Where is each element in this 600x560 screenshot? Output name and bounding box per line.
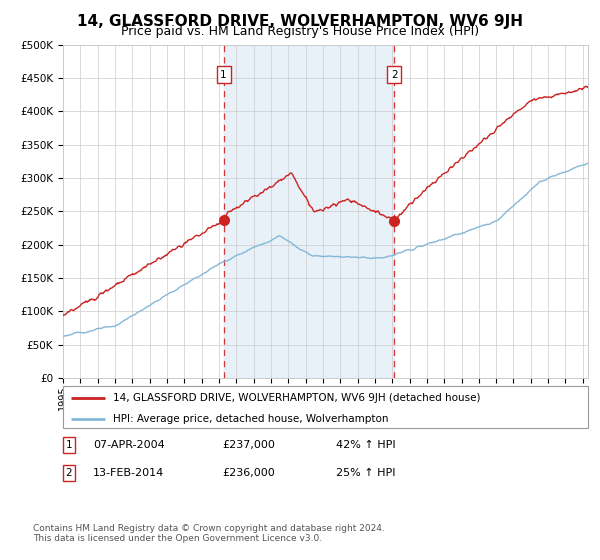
Text: 42% ↑ HPI: 42% ↑ HPI	[336, 440, 395, 450]
Text: 07-APR-2004: 07-APR-2004	[93, 440, 165, 450]
Text: Price paid vs. HM Land Registry's House Price Index (HPI): Price paid vs. HM Land Registry's House …	[121, 25, 479, 38]
Text: 25% ↑ HPI: 25% ↑ HPI	[336, 468, 395, 478]
Text: Contains HM Land Registry data © Crown copyright and database right 2024.
This d: Contains HM Land Registry data © Crown c…	[33, 524, 385, 543]
Text: 2: 2	[65, 468, 73, 478]
Text: 14, GLASSFORD DRIVE, WOLVERHAMPTON, WV6 9JH: 14, GLASSFORD DRIVE, WOLVERHAMPTON, WV6 …	[77, 14, 523, 29]
Text: 2: 2	[391, 70, 398, 80]
Text: 1: 1	[220, 70, 227, 80]
Bar	[224, 45, 394, 378]
Text: 13-FEB-2014: 13-FEB-2014	[93, 468, 164, 478]
Text: £236,000: £236,000	[222, 468, 275, 478]
Text: HPI: Average price, detached house, Wolverhampton: HPI: Average price, detached house, Wolv…	[113, 414, 388, 424]
Text: 1: 1	[65, 440, 73, 450]
Text: £237,000: £237,000	[222, 440, 275, 450]
Text: 14, GLASSFORD DRIVE, WOLVERHAMPTON, WV6 9JH (detached house): 14, GLASSFORD DRIVE, WOLVERHAMPTON, WV6 …	[113, 393, 481, 403]
